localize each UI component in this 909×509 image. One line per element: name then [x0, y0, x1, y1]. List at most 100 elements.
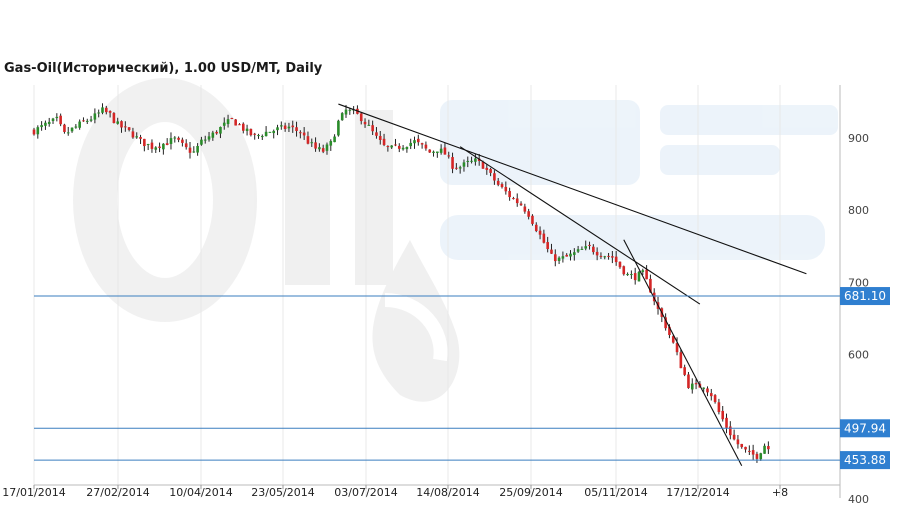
candle-body: [66, 132, 70, 134]
candle-body: [367, 124, 371, 126]
candle-body: [618, 261, 622, 268]
candle-body: [241, 123, 245, 131]
candle-body: [755, 453, 759, 459]
candle-body: [318, 147, 321, 150]
candle-body: [146, 143, 150, 145]
candle-body: [291, 125, 295, 128]
candle-body: [664, 317, 667, 329]
candle-body: [432, 151, 435, 153]
candle-body: [759, 453, 763, 460]
candle-body: [59, 115, 62, 125]
candle-body: [641, 270, 645, 272]
candle-body: [717, 402, 721, 413]
candle-body: [337, 120, 340, 136]
candle-body: [299, 132, 302, 134]
candle-body: [767, 446, 770, 450]
candle-body: [512, 198, 515, 200]
candle-body: [649, 278, 652, 293]
candle-body: [378, 136, 382, 141]
candle-body: [333, 136, 336, 143]
candle-body: [306, 136, 310, 144]
candle-body: [329, 141, 333, 146]
candle-body: [234, 119, 237, 126]
candle-body: [321, 148, 325, 152]
candle-body: [382, 138, 386, 146]
candle-body: [458, 167, 462, 169]
candle-body: [249, 128, 253, 136]
candle-body: [565, 254, 568, 257]
candle-body: [740, 443, 744, 448]
candle-body: [135, 136, 139, 138]
candle-body: [405, 146, 409, 150]
candle-body: [409, 142, 412, 147]
candle-body: [489, 169, 492, 173]
candle-body: [143, 138, 146, 147]
candle-body: [101, 107, 104, 113]
candle-body: [721, 410, 725, 420]
candle-body: [173, 137, 177, 139]
candle-body: [436, 151, 439, 153]
candle-body: [192, 151, 196, 153]
candle-body: [340, 113, 344, 121]
candle-body: [713, 395, 717, 403]
candle-body: [154, 147, 158, 150]
candle-body: [500, 184, 504, 188]
x-tick-label: 17/01/2014: [2, 486, 65, 499]
candle-body: [607, 255, 610, 257]
candle-body: [709, 393, 713, 397]
candle-body: [546, 242, 549, 250]
candle-body: [462, 162, 466, 167]
candle-body: [375, 132, 378, 136]
candle-body: [592, 246, 595, 253]
level-label: 497.94: [844, 421, 886, 435]
candle-body: [162, 143, 165, 150]
candle-body: [496, 180, 500, 185]
candle-body: [481, 161, 485, 169]
candle-body: [211, 132, 215, 138]
candle-body: [215, 131, 218, 134]
candle-body: [626, 273, 629, 276]
candle-body: [683, 367, 686, 375]
candle-body: [687, 374, 690, 389]
candle-body: [32, 129, 36, 135]
candle-body: [694, 383, 698, 385]
level-label-box: [840, 419, 890, 438]
y-tick-label: 900: [848, 132, 869, 145]
candle-body: [447, 155, 451, 157]
candle-body: [127, 127, 131, 130]
candle-body: [614, 256, 618, 263]
level-label: 681.10: [844, 289, 886, 303]
candle-body: [253, 133, 256, 135]
level-label-box: [840, 451, 890, 470]
candle-body: [443, 147, 447, 155]
candle-body: [181, 139, 184, 143]
candle-body: [158, 146, 161, 148]
candle-body: [116, 121, 120, 124]
candle-body: [576, 249, 580, 252]
candle-body: [542, 233, 546, 243]
candle-body: [203, 139, 207, 141]
candle-body: [238, 124, 241, 126]
candle-body: [603, 256, 607, 258]
candle-body: [124, 126, 127, 128]
y-tick-label: 700: [848, 276, 869, 289]
candle-body: [47, 121, 51, 125]
x-tick-label: +8: [772, 486, 788, 499]
candle-body: [534, 224, 538, 231]
candle-body: [222, 122, 226, 126]
candle-body: [325, 144, 329, 151]
candle-body: [104, 107, 108, 113]
candle-body: [226, 119, 230, 125]
candle-body: [729, 426, 732, 436]
trend-line[interactable]: [338, 103, 807, 275]
y-tick-label: 400: [848, 493, 869, 506]
candle-body: [595, 251, 599, 256]
trend-line[interactable]: [459, 146, 701, 305]
candle-body: [264, 131, 268, 137]
candle-body: [44, 122, 47, 126]
candle-body: [150, 142, 154, 149]
candle-body: [93, 113, 97, 120]
candle-body: [196, 145, 199, 153]
trend-line[interactable]: [623, 239, 743, 467]
